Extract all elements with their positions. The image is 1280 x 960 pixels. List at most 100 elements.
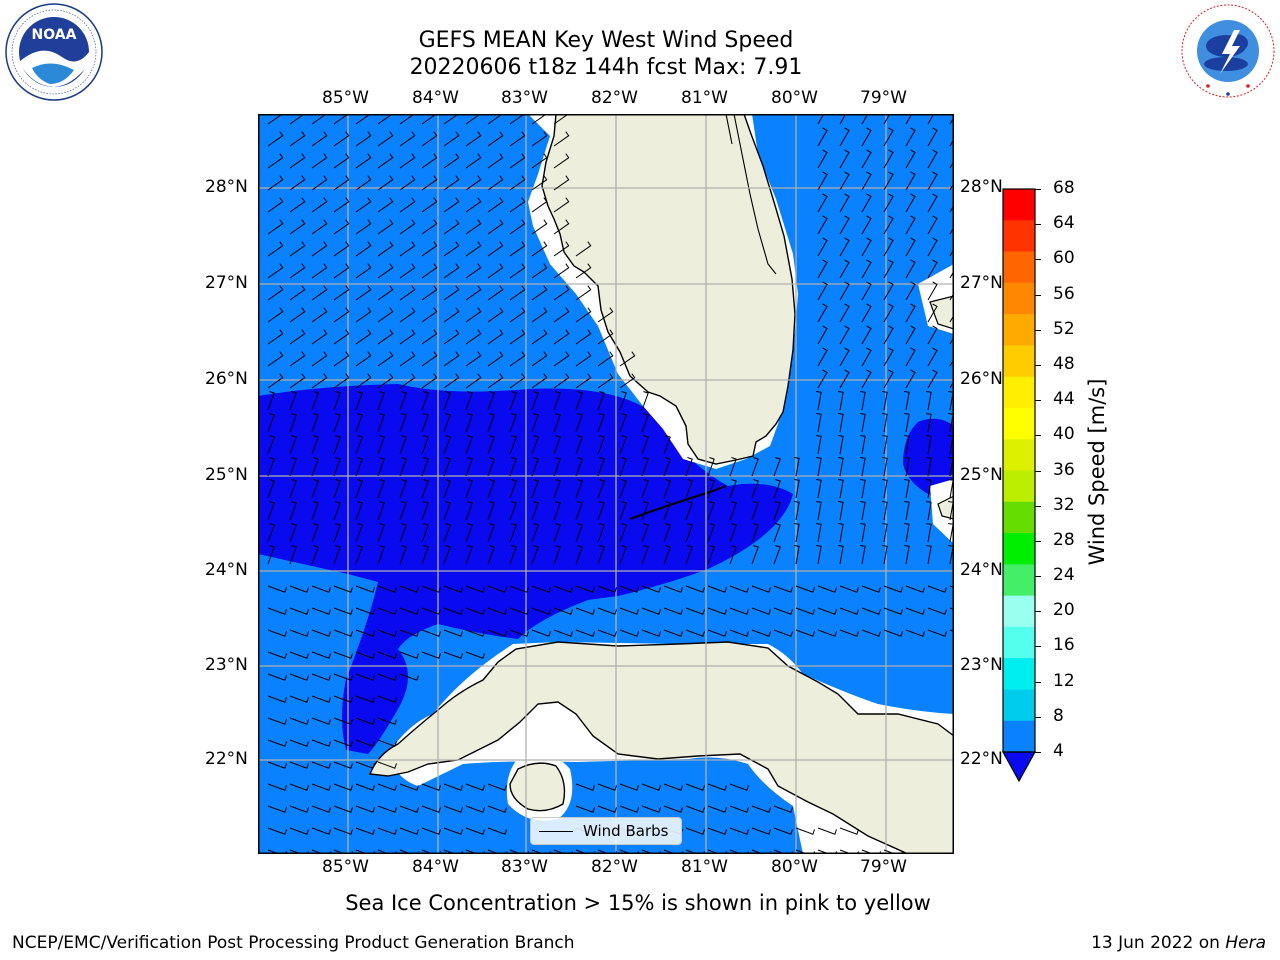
wind-barb: [663, 805, 683, 813]
wind-barb: [641, 523, 649, 543]
wind-barb: [267, 585, 287, 593]
wind-barb: [311, 585, 331, 593]
wind-barb: [817, 303, 828, 323]
wind-barb: [399, 805, 419, 813]
wind-barb: [399, 329, 416, 345]
wind-barb: [794, 501, 800, 521]
wind-barb: [355, 413, 363, 433]
wind-barb: [355, 329, 372, 345]
wind-barb: [289, 457, 297, 477]
wind-barb: [839, 193, 850, 213]
wind-barb: [311, 219, 328, 235]
wind-barb: [443, 523, 451, 543]
wind-barb: [267, 783, 287, 791]
wind-barb: [883, 171, 894, 191]
wind-barb: [443, 585, 463, 593]
wind-barb: [267, 651, 287, 659]
wind-barb: [509, 373, 526, 389]
wind-barb: [355, 673, 375, 681]
wind-barb: [333, 523, 341, 543]
wind-barb: [289, 351, 306, 367]
wind-barb: [377, 523, 385, 543]
wind-barb: [355, 457, 363, 477]
wind-barb: [883, 369, 894, 389]
wind-barb: [333, 651, 353, 659]
colorbar-segment: [1003, 220, 1035, 253]
wind-barb: [553, 479, 561, 499]
wind-barb: [267, 717, 287, 725]
wind-barb: [377, 413, 385, 433]
wind-barb: [311, 717, 331, 725]
wind-barb: [860, 501, 866, 521]
wind-barb: [399, 545, 407, 565]
wind-barb: [641, 413, 649, 433]
colorbar-tick-mark: [1035, 470, 1041, 472]
wind-barb: [311, 285, 328, 301]
wind-barb: [311, 114, 328, 125]
nws-logo: [1181, 4, 1275, 98]
wind-barb: [465, 783, 485, 791]
wind-barb: [487, 373, 504, 389]
wind-barb: [267, 695, 287, 703]
wind-barb: [377, 373, 394, 389]
wind-barb: [553, 175, 570, 191]
wind-barb: [685, 607, 705, 615]
wind-barb: [399, 673, 419, 681]
wind-barb: [487, 153, 504, 169]
colorbar-tick-label: 48: [1053, 353, 1075, 374]
wind-barb: [905, 325, 916, 345]
wind-barb: [619, 391, 627, 411]
wind-barb: [443, 263, 460, 279]
wind-barb: [597, 501, 605, 521]
wind-barb: [795, 629, 815, 637]
wind-barb: [883, 325, 894, 345]
wind-barb: [531, 285, 548, 301]
wind-barb: [663, 457, 671, 477]
wind-barb: [267, 219, 284, 235]
wind-barb: [927, 281, 938, 301]
wind-barb: [443, 545, 451, 565]
wind-barb: [861, 629, 881, 637]
wind-barb: [333, 629, 353, 637]
noaa-logo-text: NOAA: [32, 27, 77, 43]
wind-barb: [926, 501, 932, 521]
wind-barb: [399, 131, 416, 147]
wind-barb: [597, 457, 605, 477]
wind-barb: [355, 351, 372, 367]
wind-barb: [421, 651, 441, 659]
wind-barb: [311, 175, 328, 191]
wind-barb: [465, 307, 482, 323]
wind-barb: [531, 391, 539, 411]
wind-barb: [333, 739, 353, 747]
wind-barb: [773, 545, 781, 565]
wind-barb: [487, 241, 504, 257]
wind-barb: [861, 259, 872, 279]
wind-barb: [663, 523, 671, 543]
wind-barb: [575, 629, 595, 637]
wind-barb: [355, 285, 372, 301]
wind-barb: [443, 175, 460, 191]
wind-barb: [619, 373, 636, 389]
wind-barb: [905, 259, 916, 279]
wind-barb: [751, 607, 771, 615]
wind-barb: [289, 717, 309, 725]
wind-barb: [333, 695, 353, 703]
wind-barb: [816, 391, 822, 411]
wind-barb: [311, 479, 319, 499]
lon-label-85w-top: 85°W: [322, 88, 369, 108]
wind-barb: [685, 479, 693, 499]
colorbar-tick-mark: [1035, 611, 1041, 613]
wind-barb: [509, 197, 526, 213]
wind-barb: [333, 805, 353, 813]
wind-barb: [443, 479, 451, 499]
wind-barb: [597, 585, 617, 593]
wind-barb: [839, 127, 850, 147]
lon-label-84w-top: 84°W: [412, 88, 459, 108]
wind-barb: [839, 237, 850, 257]
colorbar-tick-mark: [1035, 435, 1041, 437]
wind-barb: [860, 479, 866, 499]
wind-barb: [817, 281, 828, 301]
wind-barb: [289, 783, 309, 791]
colorbar-tick-label: 56: [1053, 283, 1075, 304]
wind-barb: [267, 501, 275, 521]
